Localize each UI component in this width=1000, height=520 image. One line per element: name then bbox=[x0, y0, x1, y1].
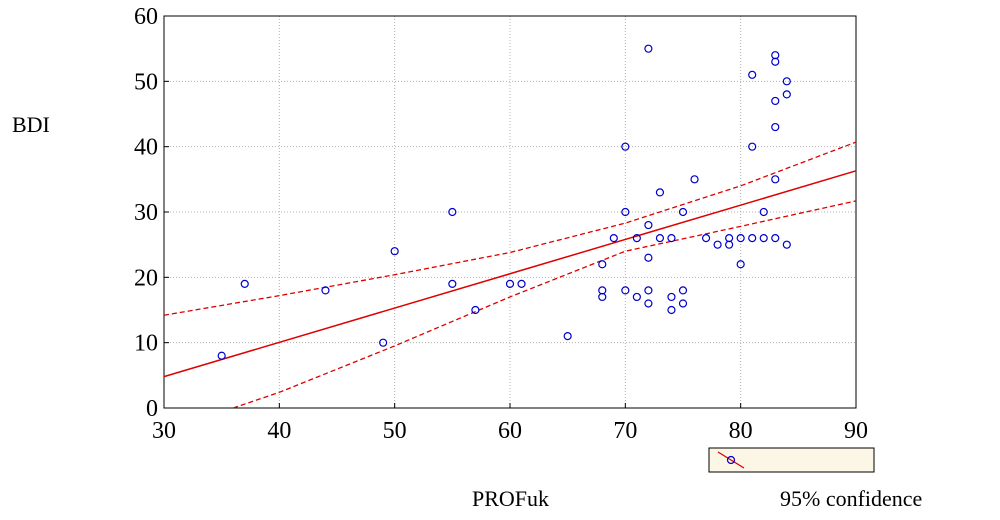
data-point bbox=[655, 188, 665, 197]
data-point bbox=[598, 260, 607, 269]
x-tick-label: 50 bbox=[383, 418, 407, 444]
data-point bbox=[632, 292, 641, 302]
data-point bbox=[748, 142, 757, 151]
data-point bbox=[644, 286, 653, 295]
grid bbox=[164, 16, 856, 408]
data-point bbox=[517, 279, 526, 288]
x-tick-label: 90 bbox=[844, 418, 868, 444]
data-point bbox=[471, 305, 480, 315]
data-points bbox=[217, 44, 791, 360]
data-point bbox=[678, 299, 688, 308]
data-point bbox=[240, 279, 249, 288]
data-point bbox=[678, 207, 688, 217]
legend-point-swatch bbox=[726, 455, 736, 465]
data-point bbox=[448, 207, 457, 217]
data-point bbox=[379, 338, 388, 347]
regression-line bbox=[163, 170, 857, 378]
data-point bbox=[621, 207, 630, 217]
data-point bbox=[321, 286, 330, 295]
y-tick-label: 10 bbox=[134, 331, 158, 357]
data-point bbox=[632, 234, 641, 243]
x-tick-label: 60 bbox=[498, 418, 522, 444]
x-axis-label: PROFuk bbox=[472, 486, 550, 511]
legend bbox=[708, 447, 875, 473]
data-point bbox=[690, 175, 699, 184]
data-point bbox=[621, 286, 630, 295]
data-point bbox=[448, 279, 457, 288]
data-point bbox=[736, 260, 745, 269]
data-point bbox=[771, 57, 780, 66]
data-point bbox=[771, 122, 780, 132]
data-point bbox=[748, 70, 757, 79]
y-axis-label: BDI bbox=[12, 112, 50, 137]
x-tick-label: 30 bbox=[152, 418, 176, 444]
data-point bbox=[782, 240, 791, 249]
tick-labels: 0 10 20 30 40 50 60 30 40 50 60 70 80 90 bbox=[134, 4, 868, 444]
data-point bbox=[598, 292, 607, 302]
y-tick-label: 20 bbox=[134, 265, 158, 291]
data-point bbox=[505, 279, 515, 288]
data-point bbox=[782, 77, 791, 86]
data-point bbox=[782, 90, 791, 99]
data-point bbox=[771, 234, 780, 243]
y-tick-label: 40 bbox=[134, 135, 158, 161]
data-point bbox=[644, 220, 653, 230]
legend-line-swatch bbox=[717, 451, 745, 469]
y-tick-label: 60 bbox=[134, 4, 158, 30]
y-tick-label: 50 bbox=[134, 69, 158, 95]
data-point bbox=[621, 142, 630, 151]
x-tick-label: 70 bbox=[613, 418, 637, 444]
data-point bbox=[759, 234, 768, 243]
data-point bbox=[713, 240, 722, 249]
ci-upper-line bbox=[164, 141, 856, 316]
legend-box bbox=[708, 447, 875, 473]
data-point bbox=[667, 292, 676, 302]
data-point bbox=[217, 351, 226, 360]
fit-line bbox=[163, 170, 857, 378]
data-point bbox=[390, 247, 399, 256]
data-point bbox=[725, 240, 734, 249]
confidence-bands bbox=[164, 141, 856, 408]
x-tick-label: 80 bbox=[729, 418, 753, 444]
data-point bbox=[759, 207, 768, 217]
data-point bbox=[771, 175, 780, 184]
data-point bbox=[736, 234, 745, 243]
data-point bbox=[678, 286, 688, 295]
y-tick-label: 30 bbox=[134, 200, 158, 226]
data-point bbox=[563, 332, 572, 341]
data-point bbox=[644, 44, 653, 53]
data-point bbox=[771, 96, 780, 106]
data-point bbox=[667, 305, 676, 315]
data-point bbox=[644, 253, 653, 262]
data-point bbox=[644, 299, 653, 308]
data-point bbox=[609, 234, 618, 243]
data-point bbox=[701, 234, 711, 243]
y-tick-label: 0 bbox=[146, 396, 158, 422]
data-point bbox=[667, 234, 676, 243]
data-point bbox=[748, 234, 757, 243]
ci-lower-line bbox=[232, 200, 856, 408]
data-point bbox=[655, 234, 665, 243]
x-tick-label: 40 bbox=[267, 418, 291, 444]
legend-label: 95% confidence bbox=[780, 486, 923, 511]
